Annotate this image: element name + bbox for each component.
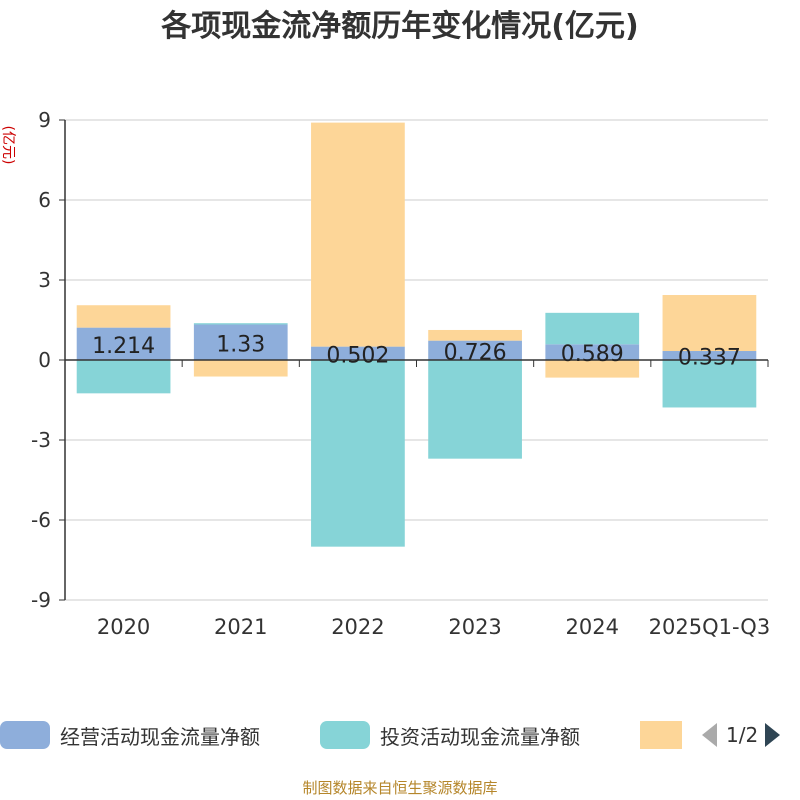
y-tick-label: 6 xyxy=(38,188,51,212)
bar-2021-series-2 xyxy=(193,360,288,377)
bar-2022-series-0 xyxy=(311,346,405,360)
legend-label-investing: 投资活动现金流量净额 xyxy=(380,724,580,749)
x-tick-label: 2020 xyxy=(97,615,150,639)
legend-prev-icon[interactable] xyxy=(700,721,718,749)
bar-2023-series-2 xyxy=(428,329,522,341)
x-tick-label: 2023 xyxy=(448,615,501,639)
x-tick-label: 2025Q1-Q3 xyxy=(649,615,771,639)
y-tick-label: -9 xyxy=(31,588,51,612)
bar-2024-series-0 xyxy=(545,344,640,360)
legend-swatch-operating xyxy=(0,721,50,749)
footer-source: 制图数据来自恒生聚源数据库 xyxy=(302,779,498,797)
bar-2024-series-1 xyxy=(545,312,640,345)
y-axis-label: (亿元) xyxy=(0,126,16,165)
bar-2022-series-1 xyxy=(311,360,405,547)
bar-2020-series-2 xyxy=(76,305,171,328)
legend-label-operating: 经营活动现金流量净额 xyxy=(60,724,260,749)
legend-swatch-investing xyxy=(320,721,370,749)
legend-item-operating[interactable]: 经营活动现金流量净额 xyxy=(0,721,260,749)
data-label: 0.589 xyxy=(561,342,624,367)
bar-2022-series-2 xyxy=(311,122,405,347)
legend-item-investing[interactable]: 投资活动现金流量净额 xyxy=(320,721,580,749)
bar-2021-series-0 xyxy=(193,324,288,360)
legend-item-financing[interactable] xyxy=(640,721,682,749)
x-tick-label: 2022 xyxy=(331,615,384,639)
bar-2025Q1-Q3-series-1 xyxy=(662,360,757,408)
data-label: 0.337 xyxy=(678,346,741,371)
legend-swatch-financing xyxy=(640,721,682,749)
chart-title: 各项现金流净额历年变化情况(亿元) xyxy=(160,9,638,44)
legend-page-indicator: 1/2 xyxy=(726,723,759,747)
data-label: 1.33 xyxy=(216,332,265,357)
legend: 经营活动现金流量净额 投资活动现金流量净额 1/2 xyxy=(0,715,800,755)
x-tick-label: 2021 xyxy=(214,615,267,639)
data-label: 1.214 xyxy=(92,334,155,359)
x-tick-label: 2024 xyxy=(566,615,619,639)
data-label: 0.726 xyxy=(444,340,507,365)
bar-2023-series-1 xyxy=(428,360,522,459)
data-label: 0.502 xyxy=(326,343,389,368)
legend-next-icon[interactable] xyxy=(764,721,782,749)
y-tick-label: 9 xyxy=(38,108,51,132)
bar-2023-series-0 xyxy=(428,340,522,360)
y-tick-label: 3 xyxy=(38,268,51,292)
bar-2025Q1-Q3-series-2 xyxy=(662,295,757,352)
bar-2024-series-2 xyxy=(545,360,640,378)
y-tick-label: -6 xyxy=(31,508,51,532)
y-tick-label: -3 xyxy=(31,428,51,452)
bar-2020-series-1 xyxy=(76,360,171,394)
bar-2021-series-1 xyxy=(193,323,288,325)
y-tick-label: 0 xyxy=(38,348,51,372)
legend-pager: 1/2 xyxy=(700,721,800,749)
bar-2025Q1-Q3-series-0 xyxy=(662,351,757,360)
bar-2020-series-0 xyxy=(76,327,171,360)
